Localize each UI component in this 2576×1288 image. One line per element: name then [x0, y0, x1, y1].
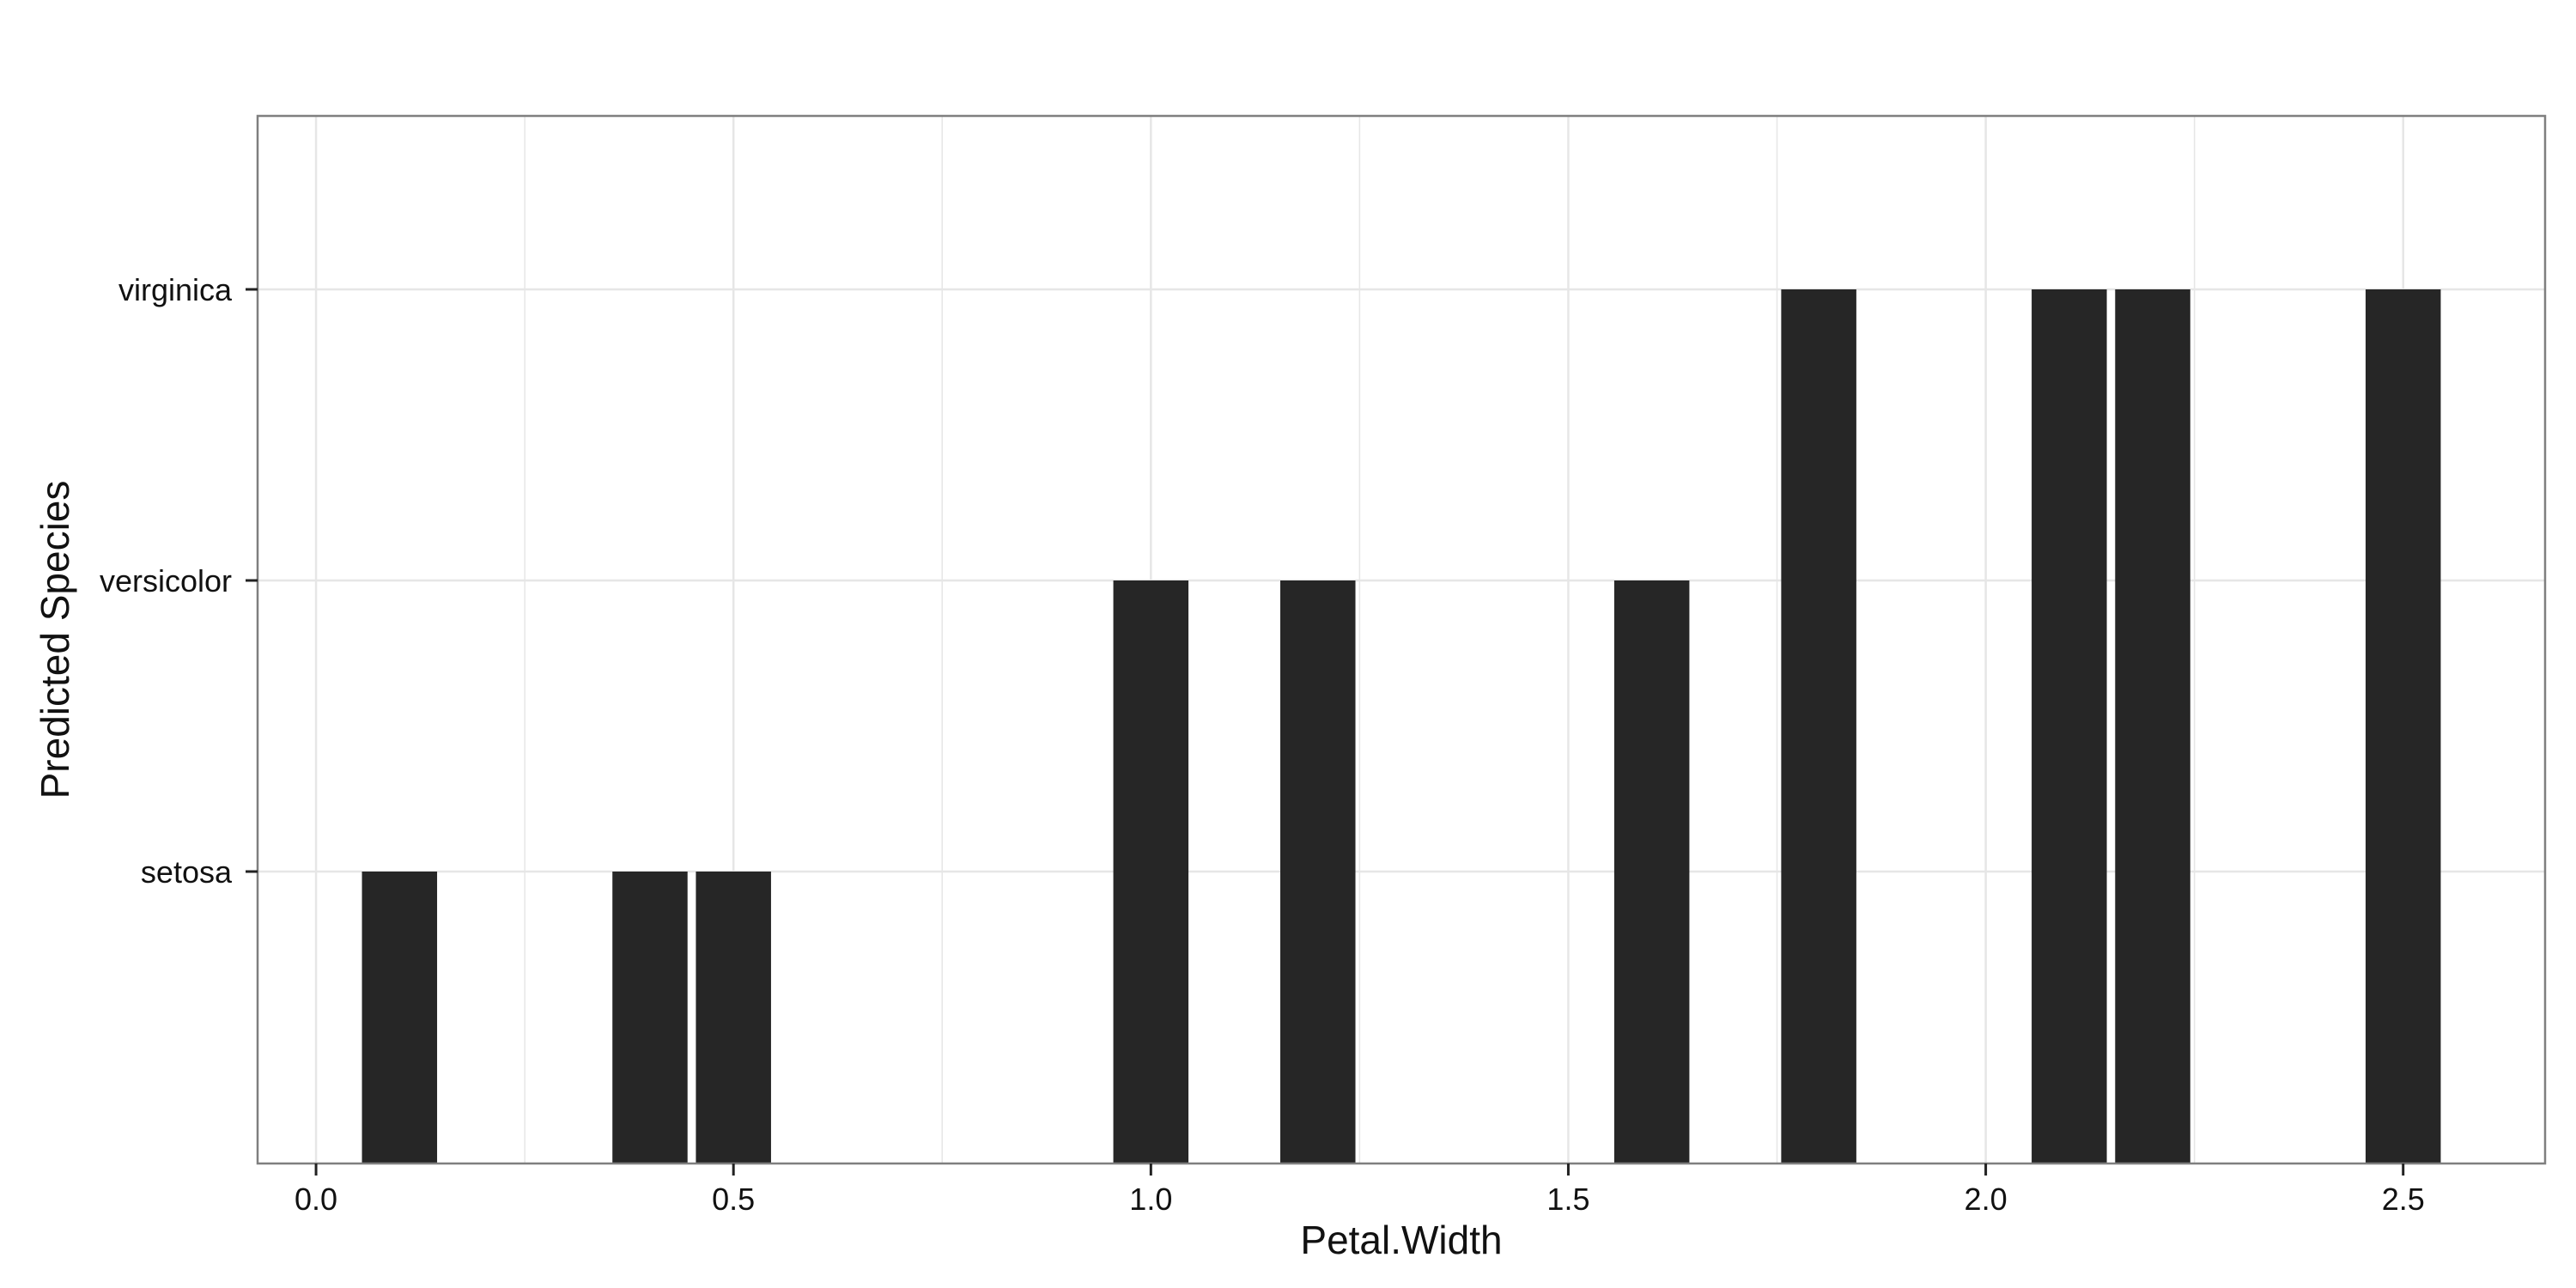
bar [696, 872, 771, 1163]
y-tick-label: virginica [118, 272, 233, 307]
y-axis-title: Predicted Species [33, 481, 77, 799]
y-axis: setosa versicolor virginica [100, 272, 258, 890]
x-tick-label: 0.0 [295, 1182, 337, 1217]
x-tick-label: 1.5 [1546, 1182, 1589, 1217]
x-tick-label: 1.0 [1129, 1182, 1172, 1217]
y-tick-label: setosa [141, 854, 233, 890]
bar [1613, 580, 1690, 1163]
x-tick-label: 2.0 [1965, 1182, 2008, 1217]
x-axis: 0.0 0.5 1.0 1.5 2.0 2.5 [295, 1163, 2425, 1217]
panel-border [256, 114, 2547, 1165]
bar [1781, 289, 1856, 1163]
bars [361, 289, 2441, 1163]
bar [2115, 289, 2190, 1163]
x-tick-label: 0.5 [712, 1182, 755, 1217]
bar [612, 872, 688, 1163]
bar [361, 872, 438, 1163]
bar [2365, 289, 2441, 1163]
y-tick-label: versicolor [100, 563, 232, 598]
x-tick-label: 2.5 [2382, 1182, 2425, 1217]
bar [2032, 289, 2107, 1163]
bar [1280, 580, 1356, 1163]
bar [1113, 580, 1189, 1163]
x-axis-title: Petal.Width [1300, 1218, 1502, 1262]
